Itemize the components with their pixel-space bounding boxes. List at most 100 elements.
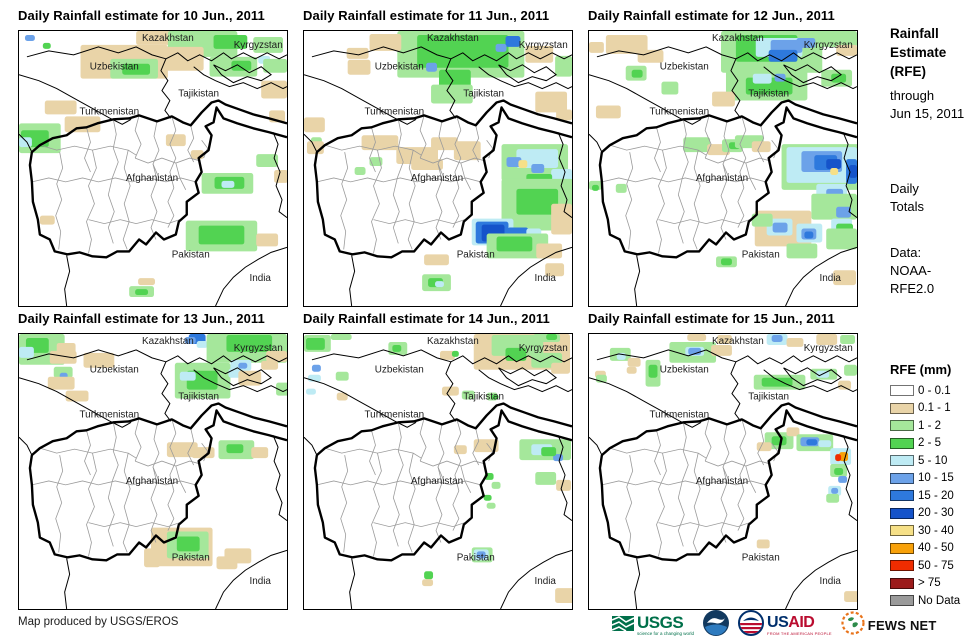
country-borders xyxy=(589,46,857,306)
sidebar-text-line: Daily xyxy=(890,181,919,196)
legend-item: 15 - 20 xyxy=(890,490,960,502)
legend-label: 30 - 40 xyxy=(918,524,954,537)
country-label: Uzbekistan xyxy=(90,62,139,73)
country-label: India xyxy=(819,273,841,284)
legend-label: 15 - 20 xyxy=(918,489,954,502)
panel-title: Daily Rainfall estimate for 15 Jun., 201… xyxy=(588,311,835,326)
country-label: Pakistan xyxy=(172,552,210,563)
rfe-title: Rainfall Estimate (RFE) xyxy=(890,24,964,81)
country-borders xyxy=(304,349,572,609)
map-frame: Kazakhstan Kyrgyzstan Uzbekistan Tajikistan… xyxy=(18,30,288,307)
legend-swatch xyxy=(890,560,914,572)
country-label: Afghanistan xyxy=(126,173,178,184)
footer: Map produced by USGS/EROS USGS science f… xyxy=(0,608,975,642)
panel-title: Daily Rainfall estimate for 10 Jun., 201… xyxy=(18,8,265,23)
legend-item: 20 - 30 xyxy=(890,507,960,520)
map-panel: Daily Rainfall estimate for 15 Jun., 201… xyxy=(588,311,858,610)
country-label: Uzbekistan xyxy=(90,365,139,376)
sidebar-text-line: Totals xyxy=(890,199,924,214)
period-label: Daily Totals xyxy=(890,180,924,216)
rainfall-map: Kazakhstan Kyrgyzstan Uzbekistan Tajikistan… xyxy=(19,334,287,609)
map-panel: Daily Rainfall estimate for 14 Jun., 201… xyxy=(303,311,573,610)
map-frame: Kazakhstan Kyrgyzstan Uzbekistan Tajikistan… xyxy=(303,333,573,610)
usgs-wordmark: USGS xyxy=(637,613,684,633)
legend-label: 1 - 2 xyxy=(918,419,942,432)
country-label: Uzbekistan xyxy=(660,62,709,73)
rainfall-map: Kazakhstan Kyrgyzstan Uzbekistan Tajikistan… xyxy=(19,31,287,306)
country-label: Turkmenistan xyxy=(650,106,710,117)
country-label: Pakistan xyxy=(457,249,495,260)
sidebar-heading: Rainfall Estimate (RFE) through Jun 15, 201… xyxy=(890,24,964,123)
legend-item: 50 - 75 xyxy=(890,560,960,572)
usaid-tagline: FROM THE AMERICAN PEOPLE xyxy=(767,631,832,636)
rainfall-patches xyxy=(589,31,857,286)
province-borders xyxy=(316,115,494,254)
sidebar-text-line: (RFE) xyxy=(890,64,926,79)
province-borders xyxy=(601,115,779,254)
legend-item: 30 - 40 xyxy=(890,525,960,537)
rainfall-map: Kazakhstan Kyrgyzstan Uzbekistan Tajikistan… xyxy=(589,31,857,306)
legend-swatch xyxy=(890,490,914,502)
legend-item: 10 - 15 xyxy=(890,472,960,484)
usgs-flag-icon xyxy=(611,615,635,636)
country-labels: Kazakhstan Kyrgyzstan Uzbekistan Tajikistan… xyxy=(650,33,853,284)
rainfall-map: Kazakhstan Kyrgyzstan Uzbekistan Tajikistan… xyxy=(304,334,572,609)
country-borders xyxy=(589,349,857,609)
country-labels: Kazakhstan Kyrgyzstan Uzbekistan Tajikistan… xyxy=(365,336,568,587)
legend-item: 2 - 5 xyxy=(890,437,960,450)
country-label: Pakistan xyxy=(742,552,780,563)
legend-label: 40 - 50 xyxy=(918,542,954,555)
country-labels: Kazakhstan Kyrgyzstan Uzbekistan Tajikistan… xyxy=(650,336,853,587)
country-label: Afghanistan xyxy=(696,476,748,487)
legend-item: 0.1 - 1 xyxy=(890,402,960,414)
country-label: Uzbekistan xyxy=(375,365,424,376)
country-label: Afghanistan xyxy=(696,173,748,184)
country-borders xyxy=(19,46,287,306)
map-frame: Kazakhstan Kyrgyzstan Uzbekistan Tajikistan… xyxy=(588,333,858,610)
panel-title: Daily Rainfall estimate for 13 Jun., 201… xyxy=(18,311,265,326)
country-borders xyxy=(19,349,287,609)
data-source-label: Data: NOAA- RFE2.0 xyxy=(890,244,934,298)
afghanistan-border xyxy=(598,402,857,562)
legend: 0 - 0.1 0.1 - 1 1 - 2 2 - 5 5 - 10 10 - 15 15 … xyxy=(890,385,960,607)
legend-label: 2 - 5 xyxy=(918,437,942,450)
legend-label: No Data xyxy=(918,594,961,607)
map-frame: Kazakhstan Kyrgyzstan Uzbekistan Tajikistan… xyxy=(303,30,573,307)
country-label: Uzbekistan xyxy=(375,62,424,73)
country-label: Pakistan xyxy=(457,552,495,563)
country-label: Tajikistan xyxy=(463,392,504,403)
country-label: Kazakhstan xyxy=(712,336,764,347)
country-label: Kazakhstan xyxy=(427,336,479,347)
rainfall-patches xyxy=(304,334,572,604)
legend-item: 40 - 50 xyxy=(890,542,960,555)
map-panel: Daily Rainfall estimate for 13 Jun., 201… xyxy=(18,311,288,610)
afghanistan-border xyxy=(28,99,287,259)
country-label: Kazakhstan xyxy=(427,33,479,44)
panel-title: Daily Rainfall estimate for 14 Jun., 201… xyxy=(303,311,550,326)
legend-swatch xyxy=(890,542,914,554)
rainfall-patches xyxy=(19,334,287,570)
sidebar-text-line: Estimate xyxy=(890,45,947,60)
sidebar-text-line: through xyxy=(890,88,935,103)
afghanistan-border xyxy=(28,402,287,562)
country-label: Tajikistan xyxy=(178,392,219,403)
rainfall-patches xyxy=(304,31,572,292)
country-label: Kyrgyzstan xyxy=(519,40,568,51)
country-label: Afghanistan xyxy=(126,476,178,487)
country-labels: Kazakhstan Kyrgyzstan Uzbekistan Tajikistan… xyxy=(80,33,283,284)
country-label: Tajikistan xyxy=(748,392,789,403)
country-label: Turkmenistan xyxy=(365,409,425,420)
legend-item: 0 - 0.1 xyxy=(890,385,960,397)
sidebar-text-line: Data: xyxy=(890,245,922,260)
legend-title: RFE (mm) xyxy=(890,362,952,377)
map-panel: Daily Rainfall estimate for 10 Jun., 201… xyxy=(18,8,288,307)
country-label: Pakistan xyxy=(742,249,780,260)
map-frame: Kazakhstan Kyrgyzstan Uzbekistan Tajikistan… xyxy=(588,30,858,307)
rainfall-map: Kazakhstan Kyrgyzstan Uzbekistan Tajikistan… xyxy=(589,334,857,609)
legend-label: 20 - 30 xyxy=(918,507,954,520)
country-label: Tajikistan xyxy=(463,89,504,100)
country-label: Uzbekistan xyxy=(660,365,709,376)
country-label: Kazakhstan xyxy=(712,33,764,44)
legend-label: 50 - 75 xyxy=(918,559,954,572)
